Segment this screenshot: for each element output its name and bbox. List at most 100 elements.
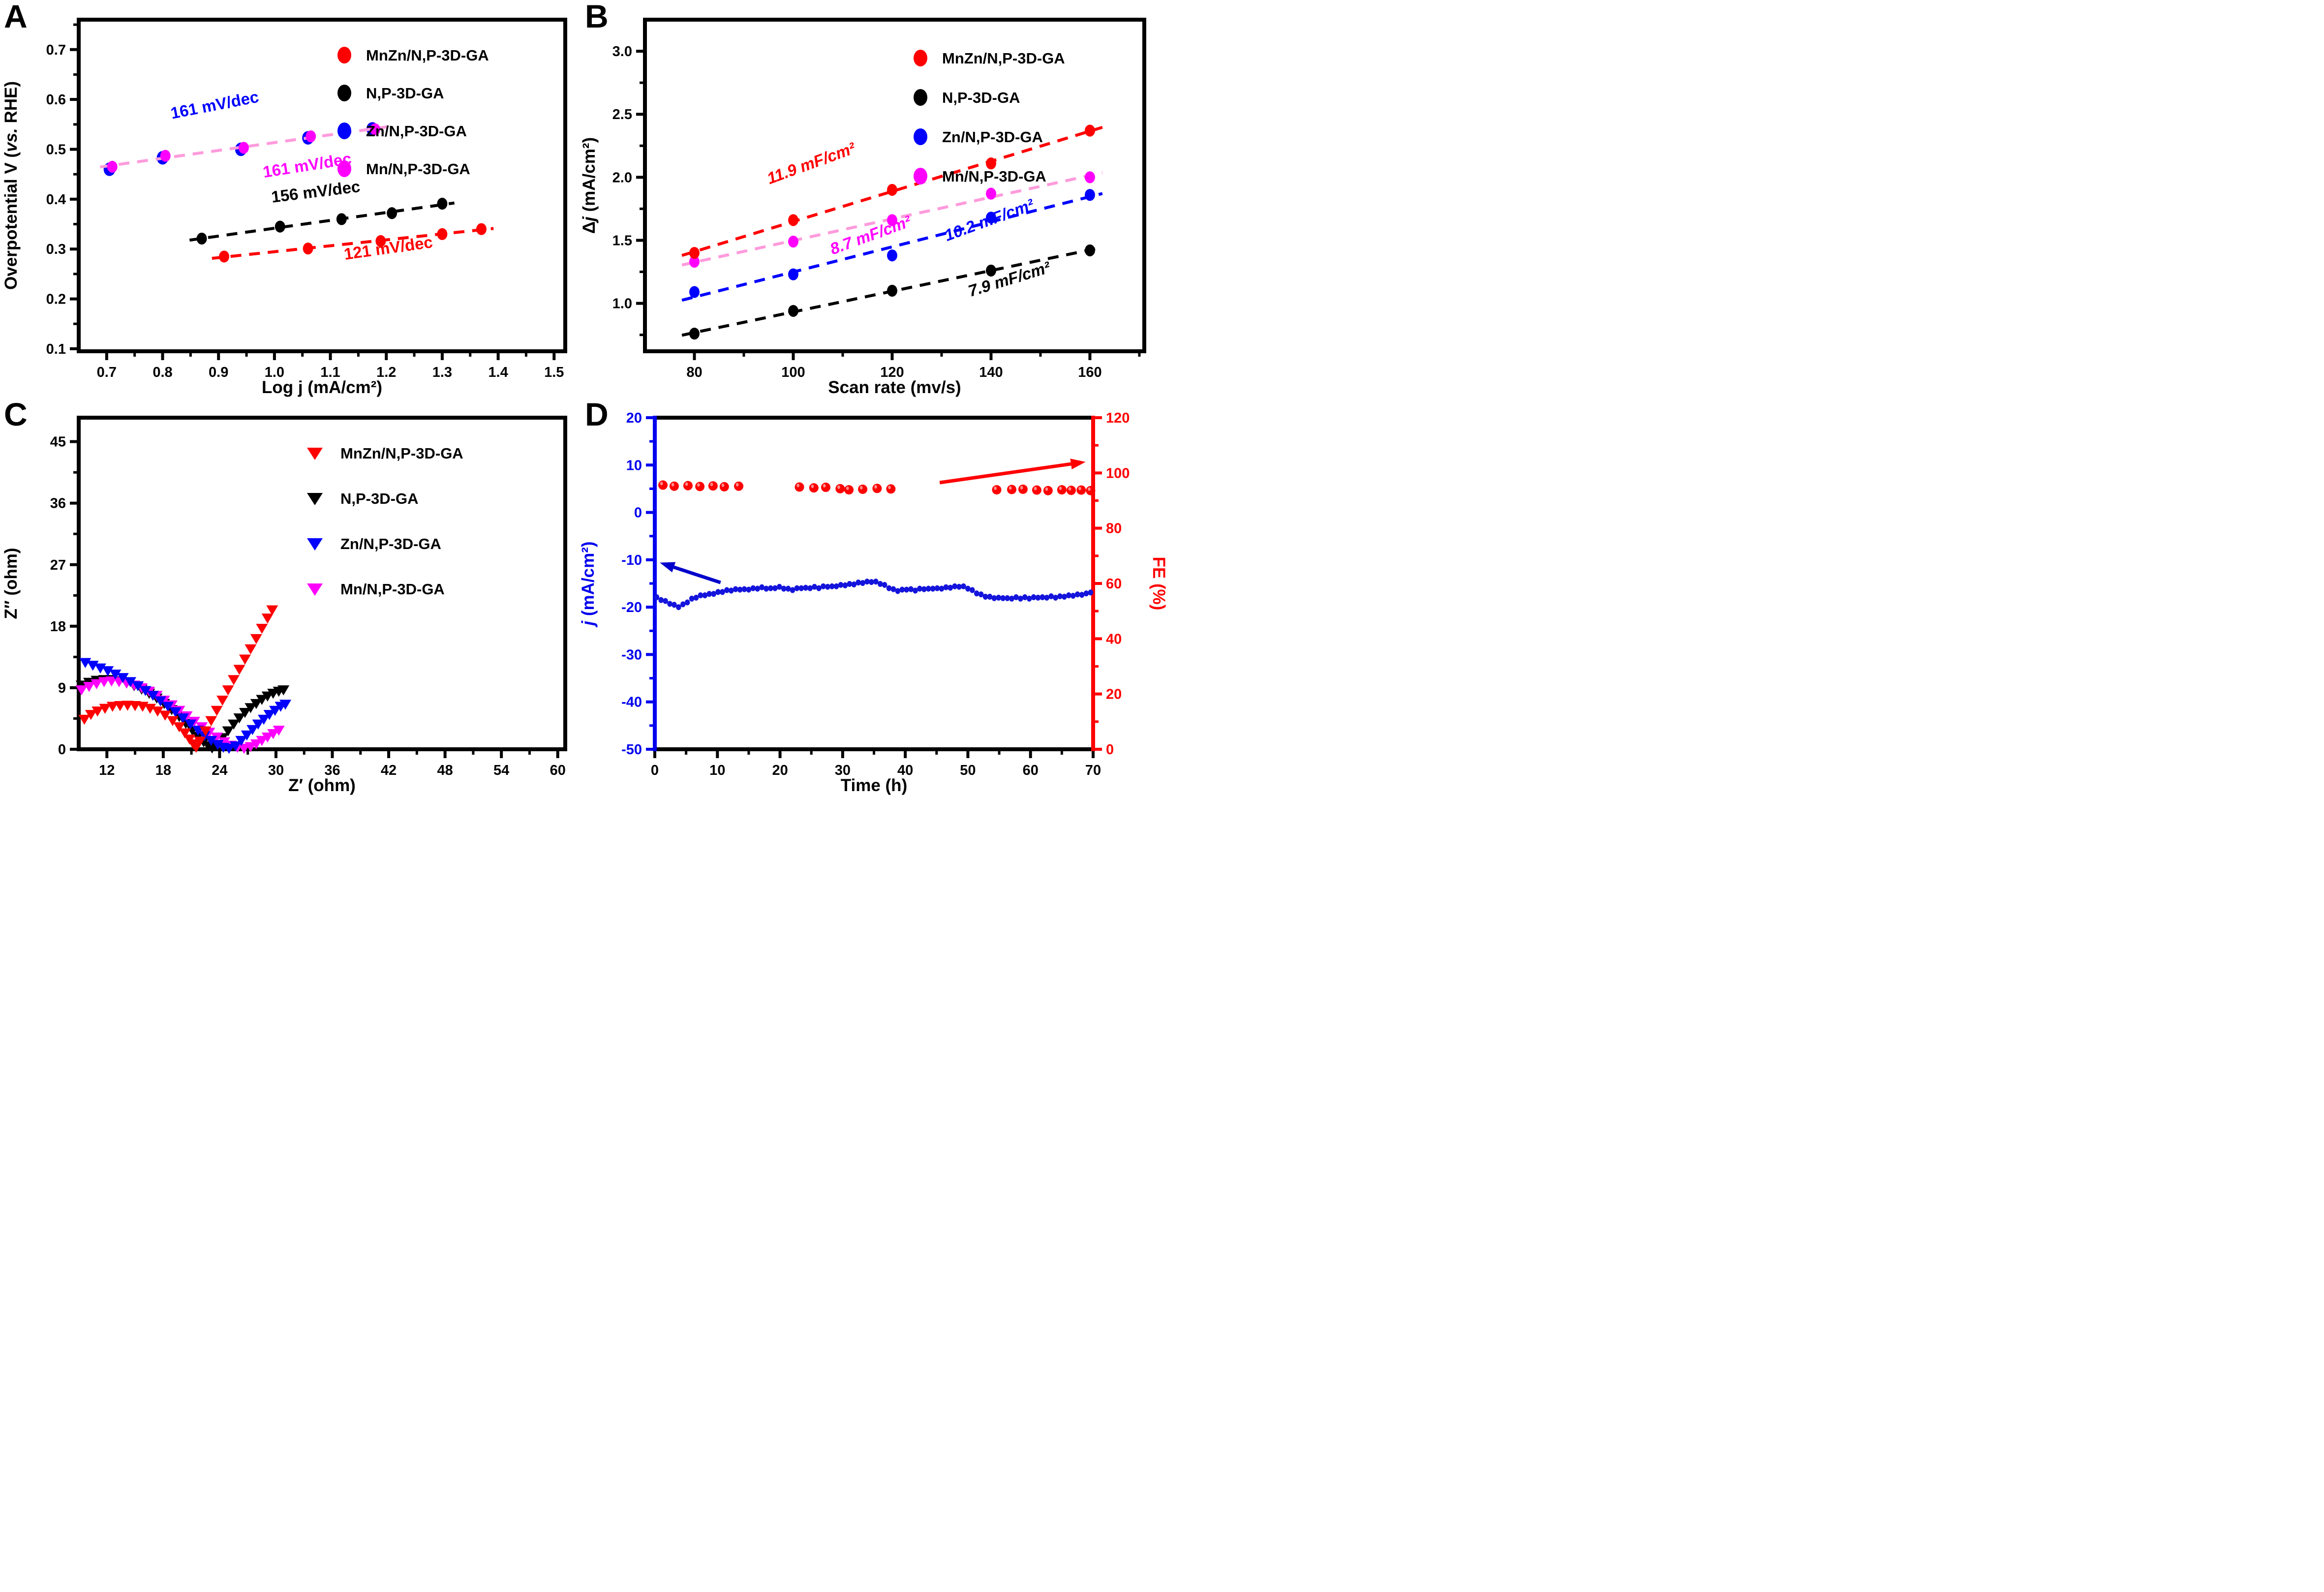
panel-d: D 0 10 20 30 40 50 60 70 -50 -40 -30 -20 -10 0 10 20 0 20… [579, 396, 1168, 796]
y-tick-label: 0.2 [46, 292, 66, 307]
y2-tick-label: 120 [1106, 410, 1130, 426]
y-axis-title: Δj (mA/cm²) [580, 137, 599, 234]
x-axis-title: Time (h) [841, 776, 907, 795]
y-tick-label: 0.6 [46, 92, 66, 108]
x-tick-label: 1.5 [544, 365, 564, 380]
y-tick-label: 1.5 [612, 233, 632, 248]
y2-tick-label: 20 [1106, 687, 1122, 703]
legend-marker [914, 128, 927, 145]
spines [77, 18, 567, 353]
y-axis-title: Z″ (ohm) [1, 548, 21, 619]
series-zn-n-p-3d-ga [681, 189, 1103, 302]
figure: A 0.7 0.8 0.9 1.0 1.1 1.2 1.3 1.4 1.5 0.1 0.2 0.3 0.… [0, 0, 1168, 796]
trend-line [681, 192, 1103, 302]
trend-line [189, 201, 455, 242]
legend-marker [337, 160, 351, 177]
spines [643, 18, 1146, 353]
x-tick-label: 42 [381, 763, 397, 778]
y-tick-label: 1.0 [612, 296, 632, 312]
y-tick-label: 10 [626, 458, 642, 473]
legend-label: Mn/N,P-3D-GA [942, 168, 1046, 185]
panel-d-label: D [585, 396, 609, 432]
trend-line [212, 227, 494, 260]
legend-label: N,P-3D-GA [340, 490, 418, 507]
legend: MnZn/N,P-3D-GA N,P-3D-GA Zn/N,P-3D-GA Mn/N,… [914, 50, 1065, 185]
x-tick-label: 160 [1078, 365, 1101, 380]
y-axis-title: j (mA/cm²) [579, 541, 598, 627]
y-axis-right: 0 20 40 60 80 100 120 [1093, 410, 1130, 758]
y-tick-label: -40 [621, 695, 642, 710]
legend: MnZn/N,P-3D-GA N,P-3D-GA Zn/N,P-3D-GA Mn/N,… [307, 445, 463, 598]
y-tick-label: 36 [50, 496, 66, 512]
x-tick-label: 60 [550, 763, 566, 778]
series-mnzn-n-p-3d-ga [681, 124, 1103, 259]
x-tick-label: 1.0 [265, 365, 284, 380]
legend-label: Mn/N,P-3D-GA [366, 160, 470, 178]
x-tick-label: 1.3 [432, 365, 452, 380]
x-tick-label: 0.9 [209, 365, 228, 380]
y2-tick-label: 0 [1106, 742, 1114, 758]
legend-label: N,P-3D-GA [942, 89, 1020, 106]
legend-marker [307, 538, 323, 551]
x-tick-label: 0 [651, 763, 659, 778]
legend-label: N,P-3D-GA [366, 85, 444, 102]
y-axis-left: 1.0 1.5 2.0 2.5 3.0 [612, 44, 645, 337]
y-axis-title: Overpotential V (vs. RHE) [1, 81, 21, 290]
x-axis: 12 18 24 30 36 42 48 54 60 [99, 749, 566, 778]
x-tick-label: 100 [781, 365, 805, 380]
panel-b: B 80 100 120 140 160 1.0 1.5 2.0 2.5 3.0 MnZn/N,P-… [580, 0, 1162, 398]
x-tick-label: 54 [493, 763, 509, 778]
y-tick-label: 0.5 [46, 142, 66, 158]
y-tick-label: 0.1 [46, 341, 66, 357]
x-axis-title: Scan rate (mv/s) [828, 378, 961, 397]
x-tick-label: 1.1 [320, 365, 340, 380]
y-tick-label: 2.0 [612, 170, 632, 185]
x-tick-label: 48 [437, 763, 453, 778]
legend-label: Mn/N,P-3D-GA [340, 581, 445, 598]
legend-label: MnZn/N,P-3D-GA [942, 50, 1065, 67]
panel-a-chart: 0.7 0.8 0.9 1.0 1.1 1.2 1.3 1.4 1.50.10.20.30.40… [1, 18, 567, 397]
panel-a: A 0.7 0.8 0.9 1.0 1.1 1.2 1.3 1.4 1.5 0.1 0.2 0.3 0.… [0, 0, 581, 398]
series-n-p-3d-ga [189, 197, 455, 245]
x-tick-label: 12 [99, 763, 115, 778]
panel-a-label: A [4, 0, 28, 34]
x-tick-label: 120 [880, 365, 904, 380]
legend-marker [337, 47, 351, 63]
y-tick-label: 27 [50, 557, 66, 573]
panel-c: C 12 18 24 30 36 42 48 54 60 0 9 18 27 36 45 MnZn/N,P-3… [0, 398, 581, 796]
plot-area [79, 20, 565, 351]
y-tick-label: 3.0 [612, 44, 632, 60]
x-tick-label: 80 [686, 365, 702, 380]
y-axis-left: -50 -40 -30 -20 -10 0 10 20 [621, 410, 655, 758]
x-tick-label: 36 [324, 763, 340, 778]
panel-d-chart: 0 10 20 30 40 50 60 70 -50 -40 -30 -20 -10 0 10 20 0 20 40… [579, 410, 1168, 795]
series-n-p-3d-ga [681, 244, 1103, 340]
y-tick-label: 0.3 [46, 242, 66, 257]
x-axis: 0.7 0.8 0.9 1.0 1.1 1.2 1.3 1.4 1.5 [97, 351, 564, 380]
series-fe [658, 480, 1096, 495]
legend-label: MnZn/N,P-3D-GA [340, 445, 463, 462]
series-mn-n-p-3d-ga [100, 123, 388, 173]
y2-axis-title: FE (%) [1149, 557, 1168, 611]
legend-label: MnZn/N,P-3D-GA [366, 47, 489, 64]
y2-tick-label: 100 [1106, 465, 1130, 481]
y-tick-label: -50 [621, 742, 642, 758]
x-tick-label: 140 [979, 365, 1003, 380]
y-tick-label: 0 [634, 505, 642, 521]
x-tick-label: 24 [212, 763, 227, 778]
x-tick-label: 70 [1085, 763, 1101, 778]
y-tick-label: 0.7 [46, 42, 66, 58]
panel-c-chart: 12 18 24 30 36 42 48 54 60 0 9 18 27 36 45 MnZn/N,P-3D-… [1, 416, 567, 795]
series-mnzn-n-p-3d-ga [78, 605, 278, 753]
x-tick-label: 18 [155, 763, 171, 778]
legend-marker [914, 168, 927, 184]
legend-label: Zn/N,P-3D-GA [340, 535, 441, 552]
y-tick-label: 2.5 [612, 107, 632, 122]
spines [653, 416, 1095, 751]
x-axis-title: Log j (mA/cm²) [262, 378, 382, 397]
series-j-current-density [654, 579, 1094, 611]
x-tick-label: 40 [897, 763, 913, 778]
y2-tick-label: 80 [1106, 521, 1122, 537]
x-tick-label: 60 [1023, 763, 1039, 778]
y-axis-left: 0.1 0.2 0.3 0.4 0.5 0.6 0.7 [46, 23, 79, 357]
